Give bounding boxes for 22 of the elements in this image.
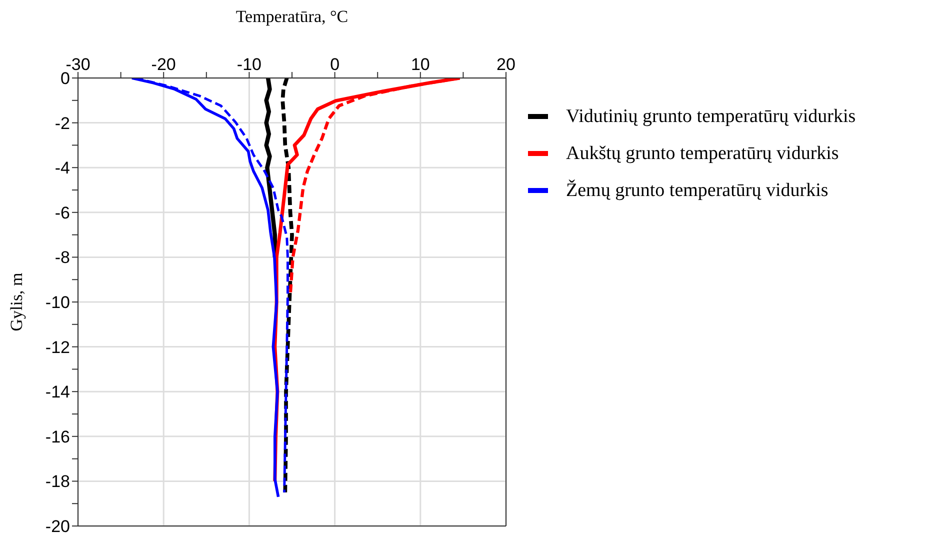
x-tick-label: 10 [410, 55, 430, 74]
x-tick-label: -20 [151, 55, 176, 74]
x-axis-title: Temperatūra, °C [236, 7, 348, 26]
y-tick-label: -12 [45, 338, 70, 357]
y-tick-label: -6 [54, 203, 70, 222]
y-tick-label: -10 [45, 293, 70, 312]
legend-label: Aukštų grunto temperatūrų vidurkis [566, 142, 839, 164]
legend-label: Vidutinių grunto temperatūrų vidurkis [566, 106, 856, 128]
line-series [280, 78, 294, 494]
y-tick-label: 0 [60, 69, 70, 88]
legend-label: Žemų grunto temperatūrų vidurkis [566, 180, 828, 202]
x-tick-label: -10 [236, 55, 262, 74]
y-tick-label: -18 [45, 472, 70, 492]
y-tick-label: -20 [45, 517, 70, 536]
y-tick-label: -14 [45, 382, 70, 402]
y-axis-title: Gylis, m [7, 272, 26, 332]
x-tick-label: 20 [496, 55, 516, 74]
y-tick-label: -4 [54, 158, 70, 178]
x-tick-label: 0 [330, 55, 340, 74]
y-tick-label: -8 [54, 248, 70, 268]
y-tick-label: -16 [45, 427, 70, 446]
y-tick-label: -2 [54, 114, 70, 133]
